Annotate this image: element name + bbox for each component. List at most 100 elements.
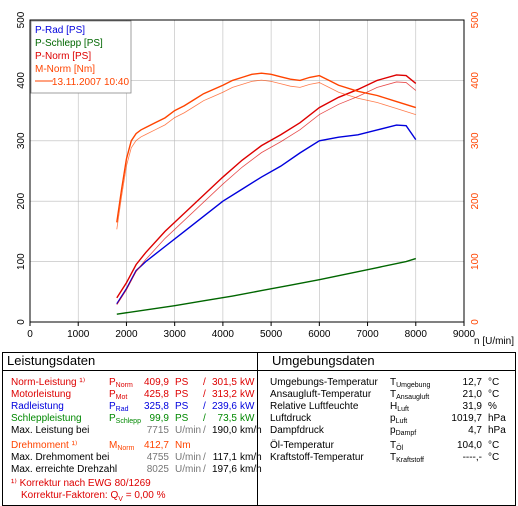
leistung-value-2: 190,0: [211, 425, 237, 436]
umgebung-unit: °C: [488, 377, 500, 388]
leistung-label: Max. Leistung bei: [11, 425, 90, 436]
leistung-value-2: 301,5: [211, 377, 237, 388]
series-reference-line-3: [116, 79, 416, 230]
x-tick-label: 6000: [308, 329, 331, 340]
leistung-value-2: 313,2: [211, 389, 237, 400]
leistung-row: Schleppleistung PSchlepp 99,9 PS / 73,5 kW: [3, 413, 258, 425]
legend-entry: 13.11.2007 10:40: [52, 77, 130, 88]
leistung-row: Max. erreichte Drehzahl 8025 U/min/ 197,6 km…: [3, 464, 262, 476]
x-tick-label: 3000: [164, 329, 187, 340]
umgebung-row: Kraftstoff-Temperatur TKraftstoff ----,- °C: [258, 452, 515, 464]
umgebung-label: Luftdruck: [270, 413, 312, 424]
series-line-0: [116, 124, 417, 305]
umgebung-row: Ansaugluft-Temperatur TAnsaugluft 21,0 °C: [258, 389, 515, 401]
y-tick-label-right: 100: [470, 253, 481, 270]
leistung-value-1: 99,9: [149, 413, 169, 424]
leistung-unit-2: kW: [240, 389, 255, 400]
umgebung-value: 4,7: [468, 425, 482, 436]
footnote-korrektur: Korrektur-Faktoren: QV = 0,00 %: [21, 490, 165, 506]
leistung-value-1: 425,8: [143, 389, 169, 400]
leistung-value-1: 325,8: [143, 401, 169, 412]
footnote-korrektur-sub: V: [118, 496, 123, 503]
leistung-label: Schleppleistung: [11, 413, 82, 424]
leistung-separator: /: [203, 464, 206, 475]
umgebung-unit: %: [488, 401, 497, 412]
leistungsdaten-panel: Leistungsdaten Norm-Leistung ¹⁾ PNorm 409,…: [2, 352, 262, 506]
legend-entry: M-Norm [Nm]: [35, 64, 95, 75]
leistung-separator: /: [203, 452, 206, 463]
x-tick-label: 2000: [115, 329, 138, 340]
y-tick-label-right: 400: [470, 72, 481, 89]
leistung-unit-1: PS: [175, 413, 189, 424]
leistung-symbol: PRad: [109, 401, 129, 413]
umgebung-symbol: TUmgebung: [390, 377, 431, 389]
umgebung-label: Umgebungs-Temperatur: [270, 377, 378, 388]
legend-entry: P-Norm [PS]: [35, 51, 91, 62]
umgebung-unit: hPa: [488, 425, 506, 436]
footnote-korrektur-label: Korrektur-Faktoren: Q: [21, 490, 119, 501]
x-tick-label: 1000: [67, 329, 90, 340]
leistung-value-2: 239,6: [211, 401, 237, 412]
leistung-value-1: 412,7: [143, 440, 169, 451]
footnote-ewg: ¹⁾ Korrektur nach EWG 80/1269: [11, 478, 151, 489]
leistung-separator: /: [203, 401, 206, 412]
legend-entry: P-Schlepp [PS]: [35, 38, 103, 49]
leistung-value-1: 7715: [146, 425, 169, 436]
series-reference-line-2: [116, 81, 417, 306]
leistung-value-2: 117,1: [212, 452, 237, 463]
umgebung-label: Kraftstoff-Temperatur: [270, 452, 364, 463]
leistung-value-1: 4755: [146, 452, 169, 463]
umgebung-value: 12,7: [462, 377, 482, 388]
leistung-label: Motorleistung: [11, 389, 72, 400]
umgebung-row: Relative Luftfeuchte HLuft 31,9%: [258, 401, 515, 413]
x-tick-label: 8000: [405, 329, 428, 340]
umgebungsdaten-title: Umgebungsdaten: [258, 353, 515, 371]
umgebung-symbol: pDampf: [390, 425, 417, 437]
leistungsdaten-title: Leistungsdaten: [3, 353, 258, 371]
x-tick-label: 9000: [453, 329, 476, 340]
umgebung-symbol: TKraftstoff: [390, 452, 424, 464]
y-tick-label-left: 400: [16, 72, 27, 89]
umgebung-value: ----,-: [462, 452, 482, 463]
leistung-unit-2: kW: [240, 413, 255, 424]
umgebung-label: Ansaugluft-Temperatur: [270, 389, 372, 400]
leistung-value-1: 8025: [146, 464, 169, 475]
leistung-symbol: PMot: [109, 389, 128, 401]
leistung-separator: /: [203, 389, 206, 400]
leistung-row: Radleistung PRad 325,8 PS / 239,6 kW: [3, 401, 258, 413]
x-tick-label: 5000: [260, 329, 283, 340]
leistung-symbol: MNorm: [109, 440, 135, 452]
umgebung-value: 1019,7: [451, 413, 482, 424]
x-tick-label: 0: [27, 329, 33, 340]
umgebung-symbol: TÖl: [390, 440, 404, 452]
plot-frame: [29, 19, 465, 323]
y-tick-label-right: 300: [470, 132, 481, 149]
umgebung-row: Luftdruck pLuft 1019,7 hPa: [258, 413, 515, 425]
y-tick-label-right: 500: [470, 11, 481, 28]
leistung-unit-1: Nm: [175, 440, 191, 451]
umgebung-label: Dampfdruck: [270, 425, 324, 436]
x-tick-label: 7000: [356, 329, 379, 340]
y-tick-label-left: 100: [16, 253, 27, 270]
leistung-unit-2: km/h: [240, 452, 262, 463]
leistung-label: Norm-Leistung ¹⁾: [11, 377, 86, 388]
umgebung-label: Relative Luftfeuchte: [270, 401, 359, 412]
umgebung-row: Umgebungs-Temperatur TUmgebung 12,7 °C: [258, 377, 515, 389]
legend-entry: P-Rad [PS]: [35, 25, 85, 36]
umgebung-label: Öl-Temperatur: [270, 440, 334, 451]
leistung-label: Drehmoment ¹⁾: [11, 440, 78, 451]
leistung-row: Norm-Leistung ¹⁾ PNorm 409,9 PS / 301,5 kW: [3, 377, 258, 389]
umgebung-value: 31,9: [462, 401, 482, 412]
leistung-label: Max. erreichte Drehzahl: [11, 464, 118, 475]
leistung-unit-1: PS: [175, 377, 189, 388]
leistung-label: Max. Drehmoment bei: [11, 452, 110, 463]
leistung-separator: /: [203, 377, 206, 388]
leistung-separator: /: [203, 425, 206, 436]
footnote-korrektur-value: = 0,00 %: [122, 490, 166, 501]
y-tick-label-left: 200: [16, 192, 27, 209]
leistung-unit-2: kW: [240, 377, 255, 388]
leistung-unit-1: U/min: [175, 452, 202, 463]
y-tick-label-right: 0: [470, 319, 481, 325]
umgebung-row: Öl-Temperatur TÖl 104,0 °C: [258, 440, 515, 452]
